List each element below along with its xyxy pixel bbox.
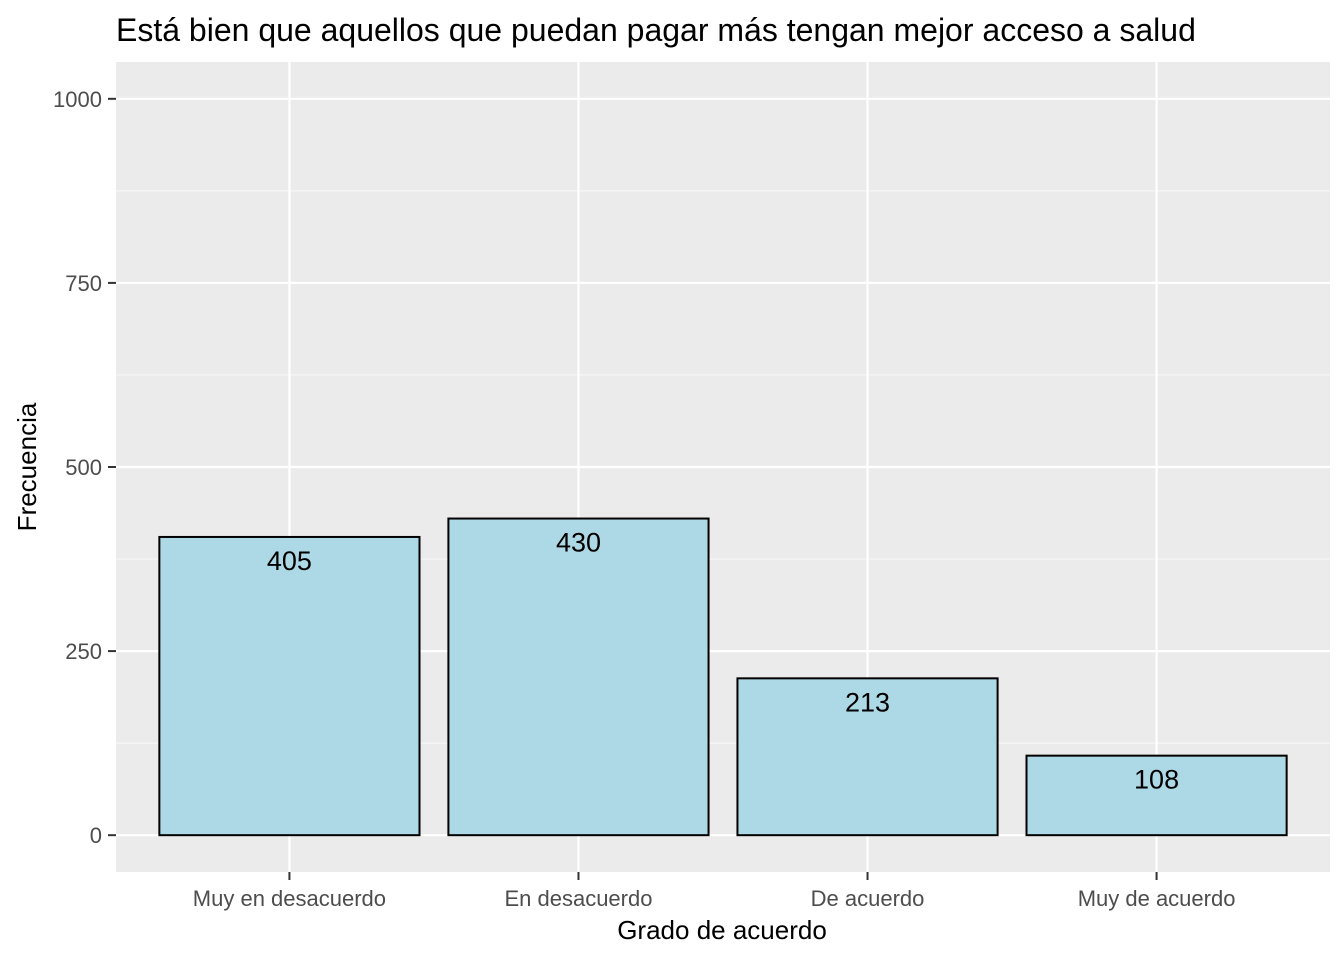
y-tick-label: 250 [65, 639, 102, 664]
bar-value-label: 405 [267, 546, 312, 576]
bar-value-label: 213 [845, 687, 890, 717]
x-tick-label: En desacuerdo [504, 886, 652, 911]
bar [158, 535, 421, 837]
x-tick-label: Muy en desacuerdo [193, 886, 386, 911]
bar-value-label: 430 [556, 528, 601, 558]
x-tick-label: De acuerdo [811, 886, 925, 911]
y-tick-label: 1000 [53, 87, 102, 112]
x-axis-title: Grado de acuerdo [617, 915, 827, 945]
y-axis: 0 250 500 750 1000 [53, 87, 116, 848]
y-axis-title: Frecuencia [12, 402, 42, 531]
bar [736, 677, 999, 837]
x-axis: Muy en desacuerdo En desacuerdo De acuerdo… [193, 872, 1236, 911]
bar [447, 517, 710, 837]
bar-value-labels: 405 430 213 108 [267, 528, 1179, 795]
y-tick-label: 0 [90, 823, 102, 848]
chart-title: Está bien que aquellos que puedan pagar … [116, 12, 1196, 48]
bar [1025, 754, 1288, 837]
y-tick-label: 750 [65, 271, 102, 296]
bars [158, 517, 1288, 837]
x-tick-label: Muy de acuerdo [1078, 886, 1236, 911]
y-tick-label: 500 [65, 455, 102, 480]
bar-value-label: 108 [1134, 765, 1179, 795]
